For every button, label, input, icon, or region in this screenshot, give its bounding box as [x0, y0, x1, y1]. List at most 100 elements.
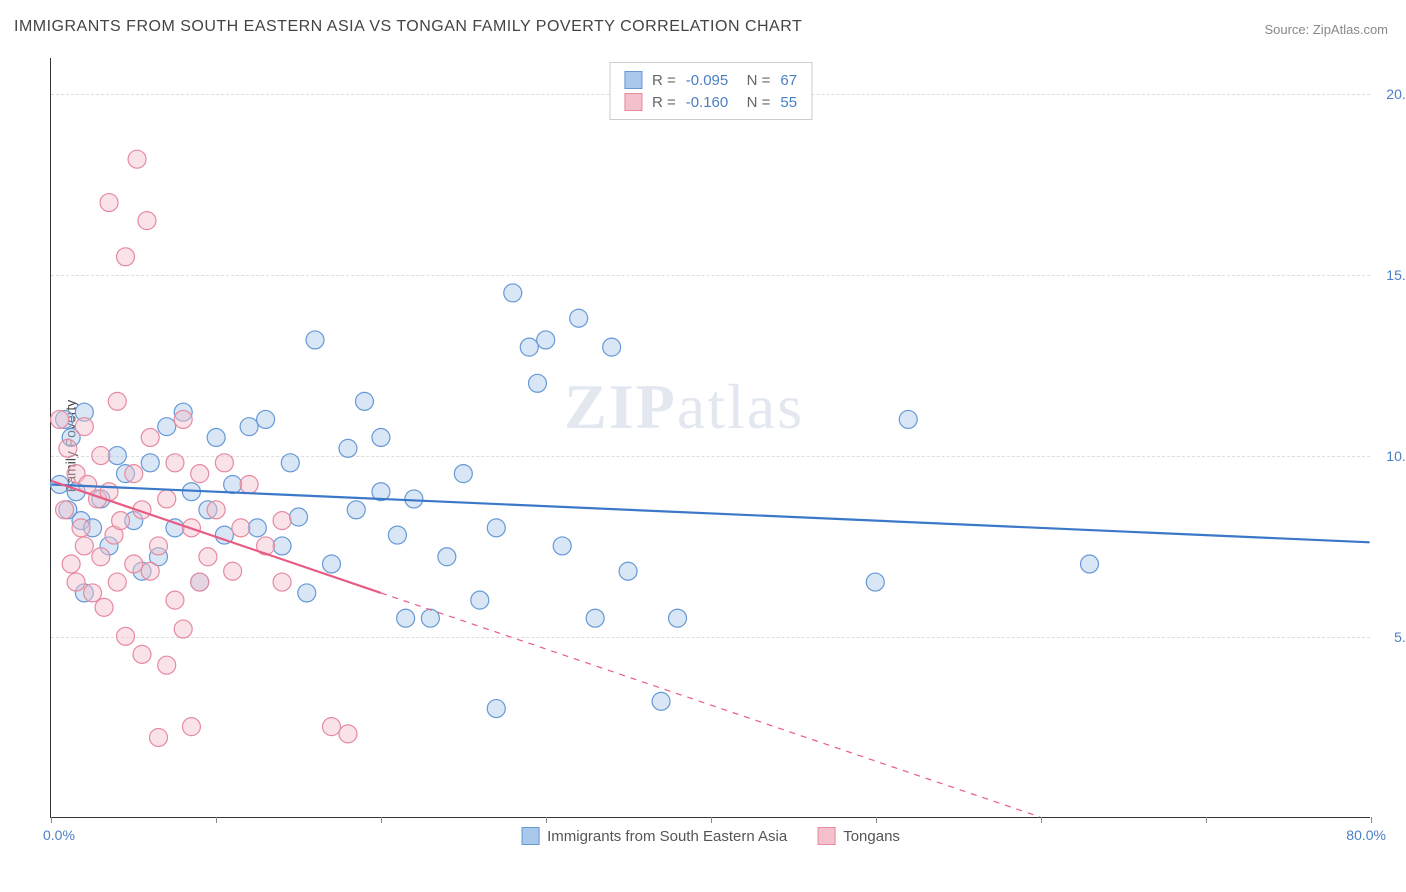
scatter-point-sea — [397, 609, 415, 627]
scatter-point-tongan — [158, 490, 176, 508]
scatter-point-tongan — [75, 418, 93, 436]
source-attribution: Source: ZipAtlas.com — [1264, 22, 1388, 37]
scatter-point-tongan — [166, 454, 184, 472]
scatter-point-tongan — [112, 512, 130, 530]
chart-title: IMMIGRANTS FROM SOUTH EASTERN ASIA VS TO… — [14, 18, 802, 36]
scatter-point-tongan — [59, 439, 77, 457]
scatter-point-sea — [619, 562, 637, 580]
scatter-point-tongan — [232, 519, 250, 537]
scatter-point-tongan — [141, 562, 159, 580]
scatter-point-tongan — [75, 537, 93, 555]
scatter-point-tongan — [199, 548, 217, 566]
scatter-point-sea — [323, 555, 341, 573]
x-max-label: 80.0% — [1346, 827, 1386, 843]
y-tick-label: 10.0% — [1386, 448, 1406, 464]
scatter-point-sea — [652, 692, 670, 710]
scatter-point-tongan — [182, 718, 200, 736]
scatter-svg — [51, 58, 1370, 817]
legend-n-tongan: 55 — [780, 94, 797, 111]
legend-row-sea: R = -0.095 N = 67 — [624, 69, 797, 91]
scatter-point-tongan — [117, 627, 135, 645]
scatter-point-tongan — [92, 447, 110, 465]
scatter-point-sea — [487, 519, 505, 537]
scatter-point-tongan — [166, 591, 184, 609]
scatter-point-tongan — [323, 718, 341, 736]
scatter-point-sea — [141, 454, 159, 472]
scatter-point-tongan — [51, 410, 69, 428]
legend-n-label: N = — [738, 94, 770, 111]
scatter-point-tongan — [133, 645, 151, 663]
x-origin-label: 0.0% — [43, 827, 75, 843]
scatter-point-sea — [471, 591, 489, 609]
scatter-point-sea — [347, 501, 365, 519]
series-legend: Immigrants from South Eastern Asia Tonga… — [521, 827, 900, 845]
scatter-point-sea — [298, 584, 316, 602]
scatter-point-tongan — [138, 212, 156, 230]
legend-n-label: N = — [738, 72, 770, 89]
scatter-point-tongan — [100, 194, 118, 212]
legend-row-tongan: R = -0.160 N = 55 — [624, 91, 797, 113]
legend-swatch-tongan-bottom — [817, 827, 835, 845]
scatter-point-sea — [240, 418, 258, 436]
scatter-point-sea — [504, 284, 522, 302]
trend-line-sea — [51, 484, 1369, 542]
scatter-point-tongan — [224, 562, 242, 580]
scatter-point-tongan — [207, 501, 225, 519]
x-tick — [51, 817, 52, 823]
y-tick-label: 15.0% — [1386, 267, 1406, 283]
scatter-point-sea — [866, 573, 884, 591]
scatter-point-sea — [586, 609, 604, 627]
correlation-chart-container: IMMIGRANTS FROM SOUTH EASTERN ASIA VS TO… — [0, 0, 1406, 892]
x-tick — [381, 817, 382, 823]
scatter-point-sea — [603, 338, 621, 356]
scatter-point-sea — [257, 410, 275, 428]
legend-r-sea: -0.095 — [686, 72, 729, 89]
scatter-point-tongan — [56, 501, 74, 519]
scatter-point-sea — [207, 429, 225, 447]
scatter-point-tongan — [191, 465, 209, 483]
y-tick-label: 20.0% — [1386, 86, 1406, 102]
scatter-point-sea — [158, 418, 176, 436]
scatter-point-sea — [528, 374, 546, 392]
legend-swatch-sea — [624, 71, 642, 89]
legend-label-sea: Immigrants from South Eastern Asia — [547, 828, 787, 845]
scatter-point-sea — [421, 609, 439, 627]
scatter-point-sea — [553, 537, 571, 555]
scatter-point-sea — [339, 439, 357, 457]
scatter-point-sea — [669, 609, 687, 627]
scatter-point-tongan — [215, 454, 233, 472]
scatter-point-tongan — [117, 248, 135, 266]
scatter-point-tongan — [174, 410, 192, 428]
legend-item-tongan: Tongans — [817, 827, 900, 845]
scatter-point-sea — [290, 508, 308, 526]
scatter-point-tongan — [108, 573, 126, 591]
x-tick — [1206, 817, 1207, 823]
scatter-point-sea — [273, 537, 291, 555]
scatter-point-tongan — [339, 725, 357, 743]
scatter-point-tongan — [149, 728, 167, 746]
scatter-point-sea — [899, 410, 917, 428]
scatter-point-sea — [1081, 555, 1099, 573]
legend-label-tongan: Tongans — [843, 828, 900, 845]
legend-n-sea: 67 — [780, 72, 797, 89]
scatter-point-tongan — [84, 584, 102, 602]
scatter-point-tongan — [273, 512, 291, 530]
scatter-point-tongan — [273, 573, 291, 591]
x-tick — [711, 817, 712, 823]
scatter-point-sea — [520, 338, 538, 356]
x-tick — [546, 817, 547, 823]
scatter-point-tongan — [191, 573, 209, 591]
scatter-point-sea — [438, 548, 456, 566]
plot-area: ZIPatlas R = -0.095 N = 67 R = -0.160 N … — [50, 58, 1370, 818]
scatter-point-tongan — [240, 475, 258, 493]
scatter-point-sea — [248, 519, 266, 537]
scatter-point-tongan — [95, 598, 113, 616]
x-tick — [876, 817, 877, 823]
scatter-point-sea — [108, 447, 126, 465]
scatter-point-sea — [388, 526, 406, 544]
scatter-point-sea — [224, 475, 242, 493]
scatter-point-sea — [306, 331, 324, 349]
legend-swatch-sea-bottom — [521, 827, 539, 845]
trend-line-tongan-dashed — [381, 593, 1040, 817]
scatter-point-tongan — [125, 465, 143, 483]
